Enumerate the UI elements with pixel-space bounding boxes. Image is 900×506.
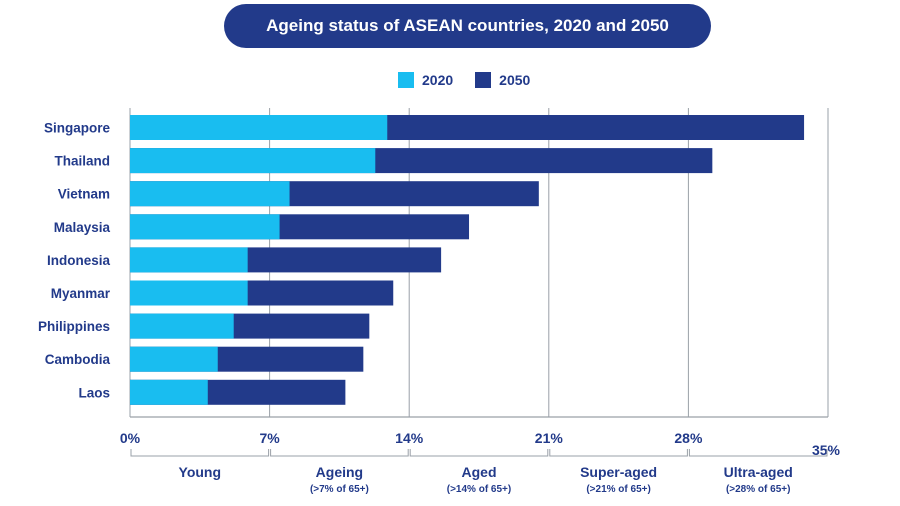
category-label-singapore: Singapore: [44, 121, 111, 136]
chart-title: Ageing status of ASEAN countries, 2020 a…: [224, 4, 711, 48]
category-label-thailand: Thailand: [54, 154, 110, 169]
category-label-vietnam: Vietnam: [58, 187, 110, 202]
bar-2020-laos: [130, 379, 208, 405]
band-label-aged: Aged: [462, 464, 497, 480]
legend-item-2020: 2020: [398, 72, 453, 88]
x-tick-label-14: 14%: [395, 430, 424, 446]
band-label-ultra-aged: Ultra-aged: [724, 464, 793, 480]
band-bracket-young: [130, 449, 270, 457]
bar-2020-indonesia: [130, 247, 248, 273]
bar-2020-vietnam: [130, 181, 290, 207]
legend-swatch-2050: [475, 72, 492, 88]
x-tick-label-21: 21%: [535, 430, 564, 446]
bar-2020-malaysia: [130, 214, 280, 240]
legend: 2020 2050: [398, 70, 530, 90]
x-tick-label-0: 0%: [120, 430, 141, 446]
legend-label-2020: 2020: [422, 72, 454, 88]
legend-swatch-2020: [398, 72, 414, 88]
category-label-laos: Laos: [78, 385, 110, 400]
band-label-ageing: Ageing: [316, 464, 363, 480]
category-label-indonesia: Indonesia: [47, 253, 111, 268]
bar-2020-cambodia: [130, 346, 218, 372]
x-tick-label-35: 35%: [812, 442, 841, 458]
x-tick-label-28: 28%: [674, 430, 703, 446]
bar-2020-thailand: [130, 148, 376, 174]
bar-2020-philippines: [130, 313, 234, 339]
band-bracket-ultra-aged: [688, 449, 828, 457]
band-sublabel-super-aged: (>21% of 65+): [586, 484, 650, 495]
bar-2020-singapore: [130, 115, 388, 140]
band-sublabel-ageing: (>7% of 65+): [310, 484, 369, 495]
band-label-young: Young: [179, 464, 222, 480]
category-label-malaysia: Malaysia: [54, 220, 111, 235]
category-label-philippines: Philippines: [38, 319, 110, 334]
category-label-myanmar: Myanmar: [51, 286, 111, 301]
category-label-cambodia: Cambodia: [45, 352, 111, 367]
band-label-super-aged: Super-aged: [580, 464, 657, 480]
legend-label-2050: 2050: [499, 72, 531, 88]
band-sublabel-aged: (>14% of 65+): [447, 484, 511, 495]
legend-item-2050: 2050: [475, 72, 530, 88]
band-sublabel-ultra-aged: (>28% of 65+): [726, 484, 790, 495]
band-bracket-ageing: [270, 449, 409, 457]
band-bracket-super-aged: [549, 449, 688, 457]
band-bracket-aged: [409, 449, 549, 457]
x-tick-label-7: 7%: [259, 430, 280, 446]
bar-2020-myanmar: [130, 280, 248, 306]
